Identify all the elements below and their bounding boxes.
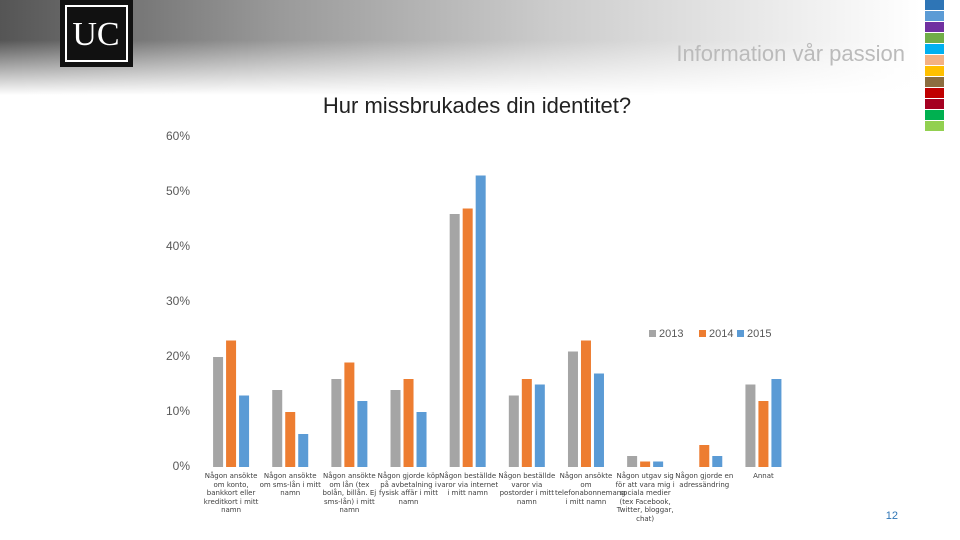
y-tick-label: 40% [166,239,190,253]
bar [758,401,769,467]
bar [580,340,591,467]
tagline: Information vår passion [676,41,905,66]
legend-label: 2015 [747,328,771,340]
bar [390,390,401,467]
bar [357,401,368,467]
bar [213,357,224,467]
bar [593,373,604,467]
x-tick-label: Någon beställde varor via postorder i mi… [498,472,556,506]
x-tick-label: Någon ansökte om sms-lån i mitt namn [259,472,321,497]
legend-swatch [699,330,706,337]
page-number: 12 [886,510,898,522]
bar [508,395,519,467]
bar [239,395,250,467]
legend-swatch [649,330,656,337]
legend-label: 2014 [709,328,733,340]
bar [226,340,237,467]
bar [699,445,710,467]
bar [462,208,473,467]
x-tick-label: Någon gjorde köp på avbetalning i fysisk… [377,472,440,506]
y-tick-label: 10% [166,404,190,418]
bar [653,461,664,467]
header-fade [0,40,920,95]
color-strip [925,0,944,131]
logo-text: UC [72,16,119,53]
y-tick-label: 20% [166,349,190,363]
x-tick-label: Annat [753,472,774,480]
x-tick-label: Någon gjorde en adressändring [675,472,734,489]
bar [534,384,545,467]
bar [449,214,460,467]
legend-label: 2013 [659,328,683,340]
bar [745,384,756,467]
legend-swatch [737,330,744,337]
bar [331,379,342,467]
bar [298,434,309,467]
bar [475,175,486,467]
bar [567,351,578,467]
bar [627,456,638,467]
x-tick-label: Någon ansökte om konto, bankkort eller k… [203,472,259,514]
y-tick-label: 60% [166,129,190,143]
x-tick-label: Någon ansökte om lån (tex bolån, billån.… [322,472,377,514]
bar [771,379,782,467]
y-tick-label: 0% [173,459,191,473]
bar [272,390,283,467]
logo-box [60,0,133,67]
y-tick-label: 30% [166,294,190,308]
x-tick-label: Någon ansökte om telefonabonnemang i mit… [554,472,626,506]
x-tick-label: Någon beställde varor via internet i mit… [437,472,499,497]
x-tick-label: Någon utgav sig för att vara mig i socia… [615,472,675,523]
bar [521,379,532,467]
bar [344,362,355,467]
bar [403,379,414,467]
logo-frame [65,5,128,62]
bar [640,461,651,467]
y-tick-label: 50% [166,184,190,198]
bar [712,456,723,467]
bar [285,412,296,467]
chart-title: Hur missbrukades din identitet? [323,93,631,118]
bar [416,412,427,467]
